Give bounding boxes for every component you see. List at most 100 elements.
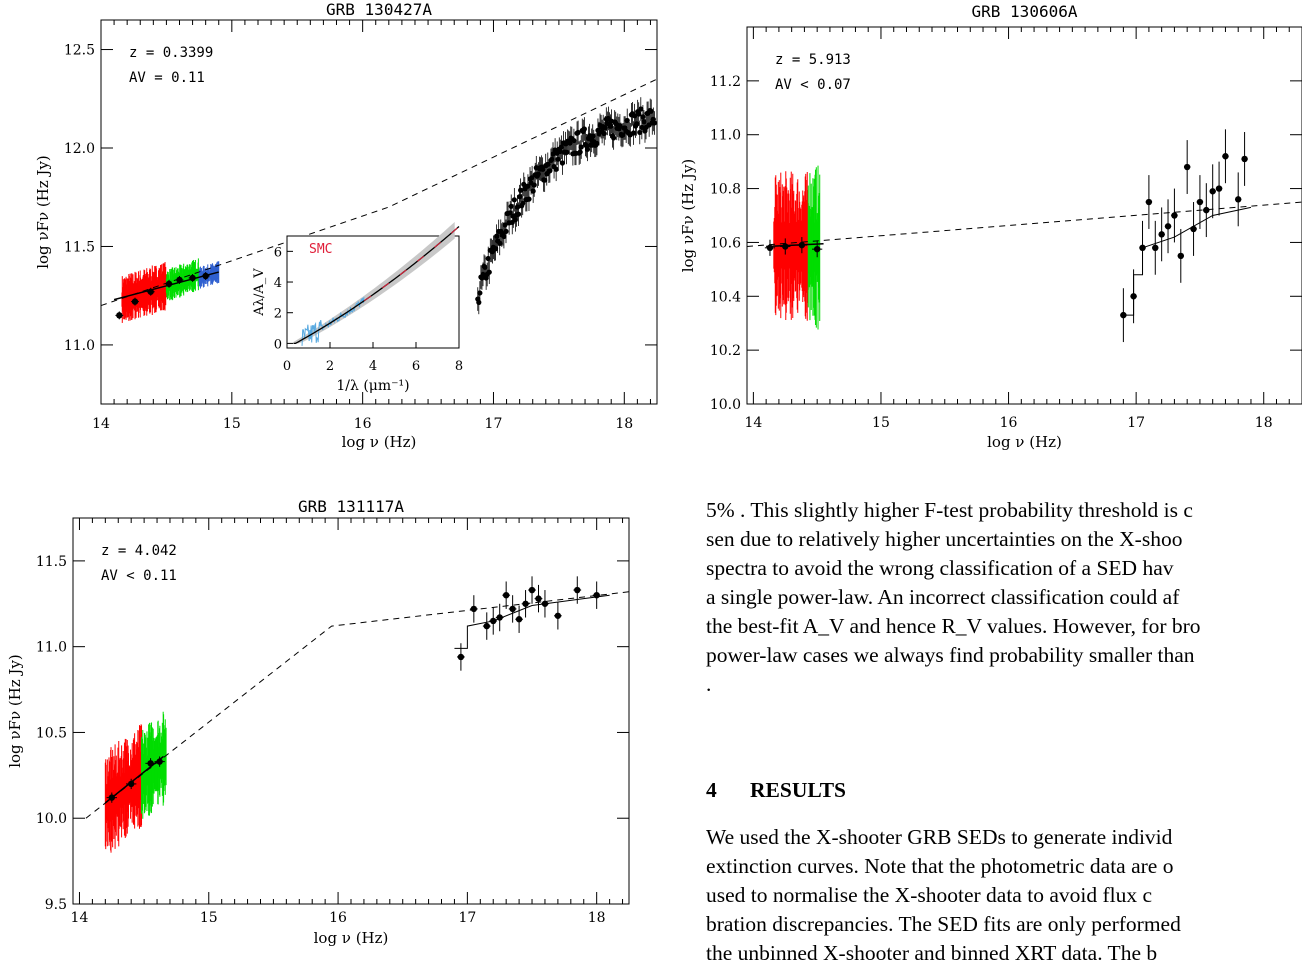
data-point [1139,244,1146,252]
data-point [1215,185,1223,192]
inset-x-tick-label: 2 [326,359,334,374]
xrt-point [611,135,617,141]
data-point [165,280,173,288]
fit-line [113,271,219,301]
text-line: spectra to avoid the wrong classificatio… [706,556,1174,580]
inset-model-curve [293,225,460,345]
inset-extinction-curve: 0 2 4 6 8 0 2 4 6 SMC 1/λ (μm⁻¹) Aλ/A_V [252,221,463,394]
xrt-point [630,130,637,136]
xrt-point [638,106,644,112]
text-line: used to normalise the X-shooter data to … [706,883,1153,907]
inset-y-label: Aλ/A_V [252,268,267,317]
fit-line [104,755,164,804]
xrt-point [531,182,537,188]
data-point [202,272,209,280]
section-title: RESULTS [750,778,847,802]
text-line: the unbinned X-shooter and binned XRT da… [706,941,1158,965]
y-tick-label: 9.5 [45,897,67,913]
data-point [108,794,115,801]
data-point [127,780,135,788]
inset-x-tick-label: 4 [369,359,377,374]
y-tick-label: 11.5 [36,554,67,570]
data-point [147,760,154,767]
data-point [1235,196,1242,203]
data-point [535,595,542,602]
y-tick-label: 12.5 [64,43,95,59]
section-heading: 4 RESULTS [706,778,846,803]
xrt-point [515,211,522,217]
x-tick-label: 16 [1000,415,1018,431]
x-tick-label: 18 [1255,415,1273,431]
y-tick-label: 11.0 [36,640,67,656]
text-line: the best-fit A_V and hence R_V values. H… [706,614,1201,638]
y-tick-label: 10.0 [36,811,67,827]
y-axis-label: log νFν (Hz Jy) [34,155,52,269]
data-point [116,312,123,319]
y-tick-label: 11.2 [710,74,741,90]
data-point [490,617,497,625]
data-point [496,614,503,621]
chart-panel-1: GRB 130427A 14 15 16 17 18 11.0 11.5 12.0 12.5 log… [34,0,658,451]
xrt-point [526,196,532,202]
chart-title: GRB 130427A [326,0,432,19]
chart-panel-3: GRB 131117A 14 15 16 17 18 9.5 10.0 10.5 11.0 11.5… [6,497,630,947]
data-point [574,586,581,594]
x-tick-label: 15 [223,416,241,432]
data-point [131,298,139,305]
data-point [1222,153,1229,160]
xrt-point [508,203,514,209]
x-tick-label: 17 [1127,415,1145,431]
xrt-point [581,126,587,132]
data-point [509,605,516,613]
xrt-point [486,269,492,275]
xrt-point [520,200,526,206]
y-tick-label: 11.0 [64,338,95,354]
text-line: 5% . This slightly higher F-test probabi… [706,498,1193,522]
xrt-point [530,188,536,194]
y-tick-label: 10.5 [36,725,67,741]
y-axis-label: log νFν (Hz Jy) [679,159,697,273]
x-tick-label: 15 [872,415,890,431]
x-tick-label: 14 [71,910,89,926]
data-point [1145,198,1153,206]
model-dashed-line [100,78,658,307]
xrt-point [636,111,642,117]
x-tick-label: 14 [92,416,110,432]
data-point [1203,206,1210,214]
y-tick-label: 10.0 [710,397,741,413]
y-tick-label: 12.0 [64,141,95,157]
x-tick-label: 18 [588,910,606,926]
xrt-point [640,114,646,120]
extinction-annotation: AV < 0.11 [101,568,177,584]
extinction-annotation: AV < 0.07 [775,77,851,93]
chart-title: GRB 130606A [972,2,1078,21]
data-point [147,288,154,295]
data-point [813,245,821,253]
inset-y-tick-label: 6 [274,245,282,260]
data-point [1209,188,1216,195]
inset-x-tick-label: 8 [455,359,463,374]
data-point [522,600,529,607]
text-line: sen due to relatively higher uncertainti… [706,527,1183,551]
inset-x-tick-label: 6 [412,359,420,374]
xrt-point [518,187,524,193]
text-line: power-law cases we always find probabili… [706,643,1195,667]
data-point [502,592,510,599]
xrt-point [577,149,583,155]
data-point [1196,198,1204,206]
text-line: bration discrepancies. The SED fits are … [706,912,1181,936]
xrt-point [559,160,566,166]
data-point [1241,155,1248,163]
y-axis-label: log νFν (Hz Jy) [6,654,24,768]
plot-frame [746,26,1302,405]
plot-frame [100,19,658,405]
data-point [470,605,478,613]
y-tick-label: 10.6 [710,235,741,251]
model-dashed-line [85,591,630,819]
data-point [1130,293,1137,300]
inset-y-tick-label: 4 [274,276,282,291]
x-tick-label: 15 [200,910,218,926]
data-point [782,243,789,250]
x-axis-label: log ν (Hz) [314,929,389,947]
